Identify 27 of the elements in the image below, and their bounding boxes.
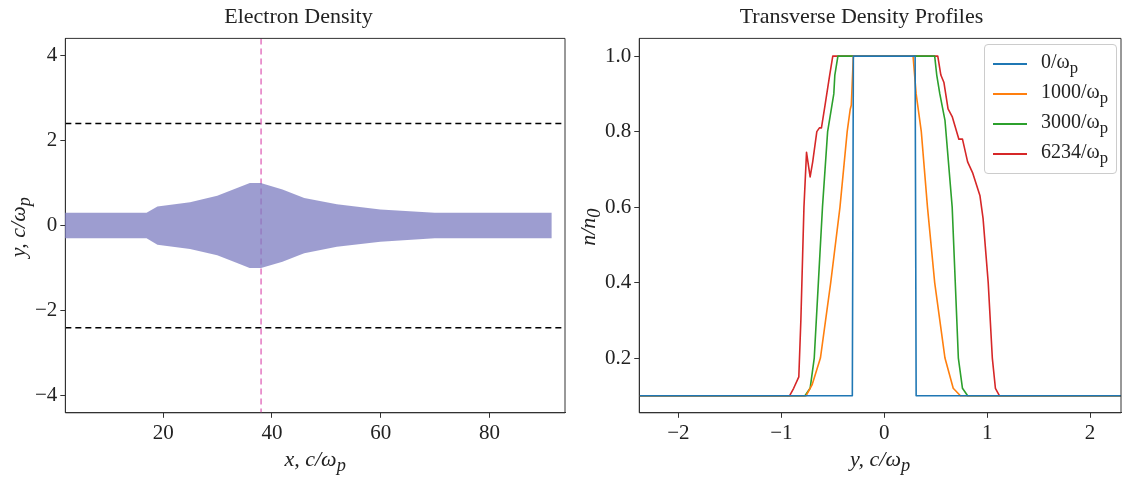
x-axis-title: y, c/ω$_{p}$ [847,446,912,477]
x-tick-label: 80 [478,419,500,444]
y-tick-label: 0.6 [605,193,632,218]
y-tick-label: 1.0 [605,42,632,67]
legend-label: 1000/ω$_{p}$ [1041,80,1109,109]
x-tick-label: 20 [152,419,174,444]
y-tick-label: 2 [46,127,58,152]
x-tick-label: 40 [261,419,283,444]
y-tick-label: −2 [35,297,58,322]
x-tick-label: 0 [878,419,890,444]
x-axis-title: x, c/ω$_{p}$ [283,446,347,477]
legend-label: 3000/ω$_{p}$ [1041,110,1109,139]
y-tick-label: 4 [46,41,58,66]
y-tick-label: 0.8 [605,118,632,143]
legend-label: 6234/ω$_{p}$ [1041,140,1109,169]
x-tick-label: 1 [981,419,993,444]
chart-title: Transverse Density Profiles [739,2,984,28]
legend-label: 0/ω$_{p}$ [1041,50,1079,79]
chart-title: Electron Density [224,2,373,28]
y-tick-label: 0.4 [605,269,632,294]
x-tick-label: −1 [770,419,793,444]
x-tick-label: −2 [667,419,690,444]
y-tick-label: 0 [46,212,58,237]
x-tick-label: 2 [1084,419,1096,444]
y-tick-label: 0.2 [605,344,632,369]
x-tick-label: 60 [370,419,392,444]
y-tick-label: −4 [35,382,58,407]
